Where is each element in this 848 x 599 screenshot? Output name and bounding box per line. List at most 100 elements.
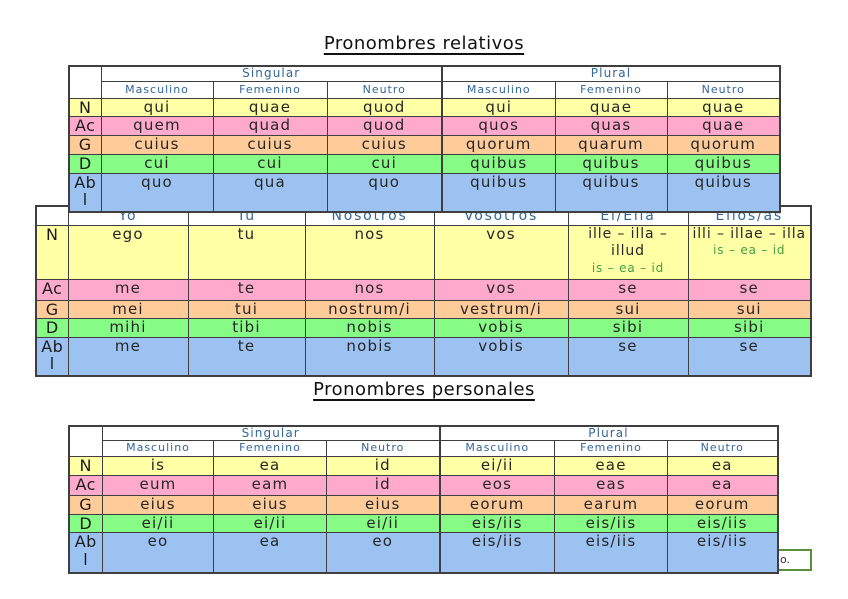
pronoun-cell: vestrum/i [433, 299, 569, 320]
corner-cell [35, 205, 69, 226]
column-header-cell: Femenino [554, 439, 668, 457]
pronoun-variant: is – ea – id [591, 260, 665, 275]
pronoun-cell: quae [666, 115, 781, 137]
pronoun-cell: eis/iis [438, 513, 555, 534]
case-label: Ac [68, 475, 103, 496]
pronoun-cell: ea [667, 475, 778, 496]
case-label: G [68, 494, 103, 515]
case-label: D [35, 318, 69, 338]
column-header-cell: Masculino [102, 439, 214, 457]
pronoun-cell: qui [100, 97, 214, 117]
pronoun-cell: quarum [554, 135, 668, 156]
pronoun-cell: quad [212, 115, 328, 137]
column-header-cell: Neutro [326, 439, 440, 457]
case-row: Ac quem quad quod quos quas quae [68, 115, 781, 137]
column-header-cell: Femenino [213, 439, 327, 457]
pronoun-cell: eis/iis [667, 532, 778, 574]
pronoun-variant: is – ea – id [713, 243, 786, 258]
pronoun-cell: vos [433, 224, 569, 281]
case-row: Ac eum eam id eos eas ea [68, 475, 778, 496]
pronoun-cell: ea [213, 455, 327, 477]
pronoun-cell: eis/iis [667, 513, 778, 534]
pronoun-cell: eo [102, 532, 214, 574]
pronoun-cell: id [326, 475, 440, 496]
pronoun-cell: sibi [567, 318, 689, 338]
pronoun-cell: qua [212, 172, 328, 213]
pronoun-cell: quibus [666, 172, 781, 213]
pronoun-cell: ea [213, 532, 327, 574]
pronoun-cell: sui [687, 299, 812, 320]
relative-pronouns-table: Singular Plural Masculino Femenino Neutro Mas… [68, 64, 781, 213]
pronoun-cell: ei/ii [102, 513, 214, 534]
group-header-row: Singular Plural [68, 425, 778, 457]
pronoun-cell: eo [326, 532, 440, 574]
case-label: N [68, 97, 102, 117]
pronoun-cell: quibus [554, 172, 668, 213]
pronoun-cell: ei/ii [326, 513, 440, 534]
pronoun-cell: vobis [433, 318, 569, 338]
pronoun-cell: quorum [441, 135, 556, 156]
pronoun-cell: eorum [667, 494, 778, 515]
pronoun-cell: nos [304, 279, 435, 301]
case-label: N [35, 224, 69, 281]
group-header-cell: Plural [441, 65, 781, 82]
group-header-cell: Plural [438, 425, 778, 441]
pronoun-cell: eius [326, 494, 440, 515]
pronoun-cell: quae [554, 97, 668, 117]
pronoun-cell: quod [326, 97, 443, 117]
page-title-personales: Pronombres personales [313, 379, 535, 400]
pronoun-cell: quo [326, 172, 443, 213]
pronoun-main: ille – illa – illud [588, 225, 668, 260]
corner-cell [68, 65, 102, 99]
pronoun-cell: quibus [441, 172, 556, 213]
pronoun-cell: eam [213, 475, 327, 496]
case-label: N [68, 455, 103, 477]
pronoun-cell: eis/iis [554, 532, 668, 574]
pronoun-cell: nos [304, 224, 435, 281]
pronoun-cell: vos [433, 279, 569, 301]
pronoun-cell: qui [441, 97, 556, 117]
pronoun-cell: eius [213, 494, 327, 515]
pronoun-cell: quo [100, 172, 214, 213]
pronoun-cell: ei/ii [213, 513, 327, 534]
pronoun-cell: quem [100, 115, 214, 137]
pronoun-cell: quod [326, 115, 443, 137]
case-row: Ab l eo ea eo eis/iis eis/iis eis/iis [68, 532, 778, 574]
pronoun-cell: sui [567, 299, 689, 320]
pronoun-cell: cui [326, 154, 443, 174]
pronoun-cell: cuius [100, 135, 214, 156]
pronoun-cell: tu [187, 224, 306, 281]
pronoun-cell: quos [441, 115, 556, 137]
pronoun-cell: se [567, 336, 689, 377]
pronoun-cell: tibi [187, 318, 306, 338]
case-label: Ab l [68, 172, 102, 213]
case-label: D [68, 154, 102, 174]
pronoun-cell: quas [554, 115, 668, 137]
pronoun-cell: sibi [687, 318, 812, 338]
case-label: Ab l [35, 336, 69, 377]
corner-cell [68, 425, 103, 457]
case-row: Ac me te nos vos se se [35, 279, 812, 301]
column-header-cell: Masculino [441, 81, 556, 99]
pronoun-cell: vobis [433, 336, 569, 377]
pronoun-cell: eis/iis [554, 513, 668, 534]
pronoun-cell: illi – illae – illa is – ea – id [687, 224, 812, 281]
pronoun-cell: tui [187, 299, 306, 320]
pronoun-cell: nobis [304, 336, 435, 377]
pronoun-cell: se [567, 279, 689, 301]
pronoun-cell: eius [102, 494, 214, 515]
pronoun-cell: me [67, 279, 189, 301]
pronoun-cell: quibus [666, 154, 781, 174]
case-label: Ac [35, 279, 69, 301]
case-label: D [68, 513, 103, 534]
pronoun-cell: mei [67, 299, 189, 320]
pronoun-cell: quae [212, 97, 328, 117]
pronoun-main: illi – illae – illa [692, 225, 807, 242]
